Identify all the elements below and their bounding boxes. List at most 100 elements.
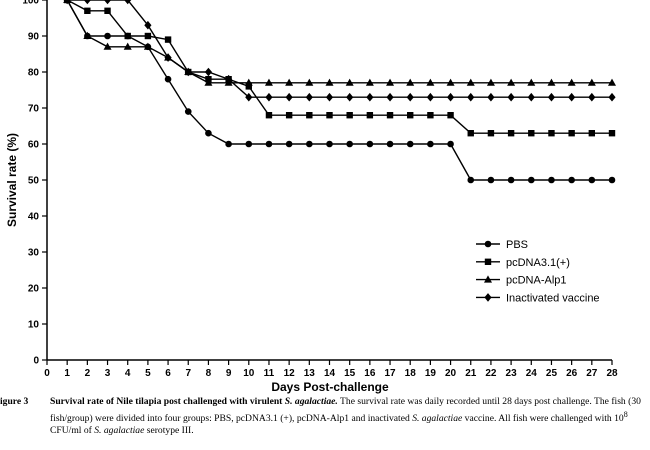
data-point-diamond bbox=[225, 74, 233, 84]
legend-marker-diamond bbox=[484, 293, 492, 302]
y-axis-title: Survival rate (%) bbox=[5, 133, 19, 227]
data-point-diamond bbox=[124, 0, 132, 5]
figure-label: igure 3 bbox=[0, 396, 29, 407]
data-point-square bbox=[386, 112, 394, 119]
caption-body: Survival rate of Nile tilapia post chall… bbox=[50, 396, 641, 437]
y-tick-label: 50 bbox=[28, 176, 40, 187]
y-tick-label: 90 bbox=[28, 32, 40, 43]
x-tick-label: 25 bbox=[546, 368, 558, 379]
data-point-triangle bbox=[204, 78, 213, 86]
legend-label: pcDNA3.1(+) bbox=[506, 257, 570, 269]
data-point-circle bbox=[568, 176, 575, 184]
series-line bbox=[67, 0, 612, 98]
y-tick-label: 80 bbox=[28, 68, 40, 79]
data-point-square bbox=[164, 36, 172, 43]
data-point-square bbox=[124, 32, 131, 40]
x-tick-label: 10 bbox=[243, 368, 255, 379]
x-tick-label: 18 bbox=[405, 368, 417, 379]
data-point-circle bbox=[588, 176, 596, 184]
series-line bbox=[66, 0, 612, 181]
data-point-square bbox=[588, 130, 596, 137]
x-axis: 0 1 2 3 4 5 6 7 8 9 10 11 12 13 14 15 16 17 18 19 20 21 22 23 24… bbox=[44, 359, 618, 394]
legend: PBS pcDNA3.1(+) pcDNA-Alp1 Inactivated vacc… bbox=[476, 239, 600, 304]
data-point-square bbox=[487, 130, 495, 137]
data-point-circle bbox=[184, 108, 192, 115]
data-point-triangle bbox=[365, 78, 374, 86]
data-point-diamond bbox=[144, 20, 152, 30]
legend-item: PBS bbox=[476, 239, 528, 251]
x-tick-label: 27 bbox=[586, 368, 598, 379]
data-point-circle bbox=[326, 140, 333, 148]
data-point-diamond bbox=[568, 92, 576, 102]
data-point-triangle bbox=[305, 78, 314, 86]
data-point-square bbox=[407, 112, 414, 119]
series-2 bbox=[63, 0, 616, 137]
x-tick-label: 15 bbox=[344, 368, 356, 379]
x-tick-label: 17 bbox=[384, 368, 396, 379]
x-tick-label: 1 bbox=[64, 368, 70, 379]
data-point-square bbox=[467, 130, 474, 137]
data-point-triangle bbox=[547, 78, 556, 86]
data-point-circle bbox=[346, 140, 353, 148]
data-point-circle bbox=[406, 140, 414, 148]
data-point-diamond bbox=[265, 92, 273, 102]
data-point-square bbox=[548, 130, 555, 137]
data-point-circle bbox=[225, 140, 232, 148]
data-point-square bbox=[84, 7, 91, 14]
data-point-square bbox=[265, 112, 273, 119]
series-4 bbox=[63, 0, 616, 102]
data-point-square bbox=[144, 32, 152, 40]
data-point-diamond bbox=[386, 92, 394, 102]
data-point-square bbox=[306, 112, 313, 119]
x-tick-label: 16 bbox=[364, 368, 376, 379]
data-point-triangle bbox=[103, 42, 112, 50]
data-point-square bbox=[245, 83, 252, 90]
data-point-circle bbox=[285, 140, 293, 148]
data-point-triangle bbox=[123, 42, 132, 50]
data-point-diamond bbox=[63, 0, 71, 5]
legend-marker-triangle bbox=[484, 275, 492, 283]
data-point-diamond bbox=[204, 67, 213, 77]
data-point-diamond bbox=[487, 92, 495, 102]
data-point-diamond bbox=[103, 0, 112, 5]
data-point-square bbox=[528, 130, 535, 137]
y-tick-label: 10 bbox=[28, 320, 40, 331]
legend-marker-circle bbox=[484, 240, 492, 248]
data-point-square bbox=[346, 112, 353, 119]
x-tick-label: 13 bbox=[304, 368, 316, 379]
data-point-square bbox=[507, 130, 515, 137]
data-point-triangle bbox=[386, 78, 395, 86]
data-point-diamond bbox=[547, 92, 556, 102]
series-line bbox=[66, 0, 612, 134]
series-layer bbox=[63, 0, 616, 184]
y-axis: 0 10 20 30 40 50 60 70 80 90 100 Survival rate (%) bbox=[5, 0, 48, 367]
data-point-square bbox=[447, 112, 454, 119]
legend-item: pcDNA-Alp1 bbox=[476, 275, 567, 287]
data-point-diamond bbox=[366, 92, 374, 102]
data-point-triangle bbox=[345, 78, 354, 86]
x-tick-label: 5 bbox=[145, 368, 151, 379]
legend-marker-square bbox=[484, 258, 492, 265]
data-point-triangle bbox=[264, 78, 273, 86]
x-tick-label: 26 bbox=[566, 368, 578, 379]
data-point-triangle bbox=[446, 78, 455, 86]
data-point-circle bbox=[548, 176, 555, 184]
legend-label: pcDNA-Alp1 bbox=[506, 275, 567, 287]
x-tick-label: 23 bbox=[506, 368, 518, 379]
data-point-diamond bbox=[83, 0, 91, 5]
data-point-circle bbox=[306, 140, 313, 148]
data-point-square bbox=[568, 130, 575, 137]
legend-item: Inactivated vaccine bbox=[476, 292, 600, 304]
x-tick-label: 12 bbox=[284, 368, 296, 379]
y-tick-label: 0 bbox=[33, 356, 39, 367]
data-point-square bbox=[366, 112, 374, 119]
data-point-diamond bbox=[285, 92, 293, 102]
data-point-square bbox=[104, 7, 111, 14]
data-point-diamond bbox=[305, 92, 313, 102]
data-point-triangle bbox=[406, 78, 415, 86]
data-point-triangle bbox=[285, 78, 294, 86]
y-tick-label: 60 bbox=[28, 140, 40, 151]
y-tick-group: 0 10 20 30 40 50 60 70 80 90 100 bbox=[22, 0, 47, 367]
data-point-circle bbox=[527, 176, 535, 184]
